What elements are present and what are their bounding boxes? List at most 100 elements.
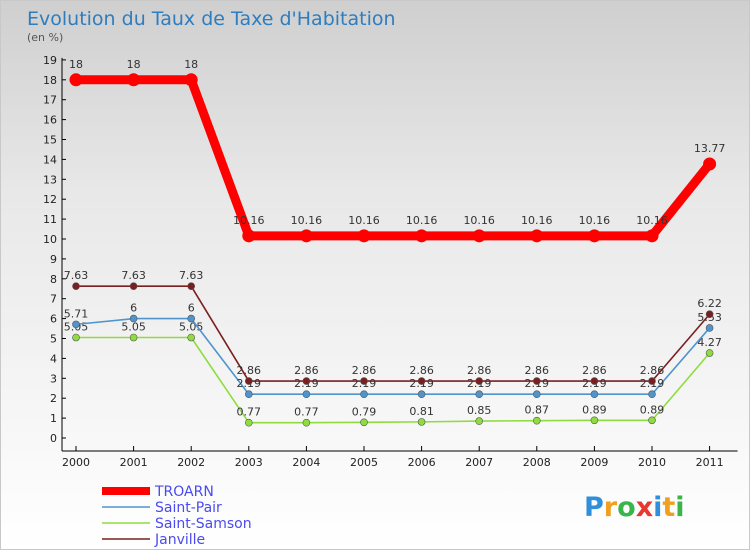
data-label: 18 <box>127 58 141 71</box>
data-point <box>532 416 541 425</box>
y-tick-label: 17 <box>43 94 57 107</box>
data-point <box>590 377 599 385</box>
data-point <box>532 377 541 385</box>
x-tick-label: 2001 <box>120 456 148 469</box>
y-tick-label: 19 <box>43 54 57 67</box>
data-point <box>129 333 138 342</box>
data-point <box>360 418 368 427</box>
series-line <box>76 75 714 241</box>
series-janville: 7.63 7.63 7.63 2.86 2.86 2.86 2.86 2.86 2.86 2.86… <box>64 269 722 385</box>
data-label: 18 <box>69 58 83 71</box>
data-label: 0.81 <box>409 405 434 418</box>
data-point <box>648 416 656 425</box>
data-point <box>245 390 253 399</box>
data-label: 2.86 <box>582 364 607 377</box>
data-label: 18 <box>184 58 198 71</box>
series-saint-pair: 5.71662.192.192.192.192.192.192.192.195.… <box>64 302 722 399</box>
y-tick-label: 13 <box>43 173 57 186</box>
y-tick-label: 6 <box>50 313 57 326</box>
y-tick-label: 11 <box>43 213 57 226</box>
y-tick-label: 2 <box>50 392 57 405</box>
data-point <box>302 377 311 385</box>
y-tick-label: 12 <box>43 193 57 206</box>
data-point <box>648 377 656 385</box>
data-point <box>417 377 426 385</box>
data-point <box>475 417 484 425</box>
y-tick-label: 5 <box>50 333 57 346</box>
data-label: 10.16 <box>291 214 323 227</box>
x-tick-label: 2006 <box>408 456 436 469</box>
legend-label: Saint-Pair <box>155 500 222 516</box>
y-tick-label: 9 <box>50 253 57 266</box>
data-point <box>415 229 429 243</box>
data-label: 0.85 <box>467 404 492 417</box>
data-point <box>417 390 426 399</box>
y-tick-label: 16 <box>43 114 57 127</box>
data-point <box>475 390 484 399</box>
data-label: 10.16 <box>406 214 438 227</box>
data-point <box>69 73 83 87</box>
data-label: 0.89 <box>582 403 607 416</box>
data-point <box>590 390 599 399</box>
series-troarn: 18 18 18 10.16 10.16 10.16 10.16 10.16 10.16 10.1… <box>69 58 725 243</box>
data-point <box>299 229 313 243</box>
data-point <box>245 377 253 385</box>
data-label: 2.86 <box>467 364 492 377</box>
series-line <box>76 285 711 382</box>
data-point <box>475 377 484 385</box>
data-point <box>357 229 371 243</box>
data-point <box>645 229 659 243</box>
x-tick-label: 2008 <box>523 456 551 469</box>
y-tick-label: 4 <box>50 352 57 365</box>
data-point <box>532 390 541 399</box>
data-point <box>127 73 141 87</box>
y-tick-label: 3 <box>50 372 57 385</box>
data-point <box>187 333 195 342</box>
data-label: 10.16 <box>348 214 380 227</box>
data-point <box>587 229 601 243</box>
data-label: 5.05 <box>121 321 146 334</box>
data-label: 0.77 <box>294 406 319 419</box>
data-label: 2.86 <box>237 364 262 377</box>
data-point <box>705 349 714 357</box>
data-point <box>187 314 195 323</box>
data-point <box>360 390 368 399</box>
data-point <box>590 416 599 425</box>
x-tick-label: 2007 <box>465 456 493 469</box>
data-label: 4.27 <box>697 336 722 349</box>
data-label: 0.79 <box>352 405 377 418</box>
logo-text: Proxiti <box>584 492 685 523</box>
x-tick-label: 2009 <box>580 456 608 469</box>
data-point <box>472 229 486 243</box>
chart-subtitle: (en %) <box>27 31 63 44</box>
data-label: 10.16 <box>233 214 265 227</box>
data-label: 6 <box>130 302 137 315</box>
data-point <box>705 310 714 319</box>
data-label: 10.16 <box>579 214 611 227</box>
legend-label: Janville <box>154 532 205 548</box>
data-label: 7.63 <box>179 269 204 282</box>
x-tick-label: 2000 <box>62 456 90 469</box>
y-tick-label: 1 <box>50 412 57 425</box>
data-label: 6.22 <box>697 297 722 310</box>
data-label: 2.86 <box>640 364 665 377</box>
y-tick-label: 0 <box>50 432 57 445</box>
chart-title: Evolution du Taux de Taxe d'Habitation <box>27 8 396 30</box>
x-tick-label: 2011 <box>696 456 724 469</box>
legend-label: Saint-Samson <box>155 516 252 532</box>
data-label: 7.63 <box>121 269 146 282</box>
data-label: 10.16 <box>636 214 668 227</box>
data-label: 5.05 <box>179 321 204 334</box>
data-point <box>360 377 368 385</box>
data-point <box>184 73 198 87</box>
series-line <box>75 317 711 396</box>
data-point <box>530 229 544 243</box>
data-label: 7.63 <box>64 269 89 282</box>
y-tick-label: 10 <box>43 233 57 246</box>
y-tick-label: 15 <box>43 134 57 147</box>
series-layer: 5.055.055.050.770.770.790.810.850.870.89… <box>64 58 725 427</box>
data-point <box>302 418 311 427</box>
